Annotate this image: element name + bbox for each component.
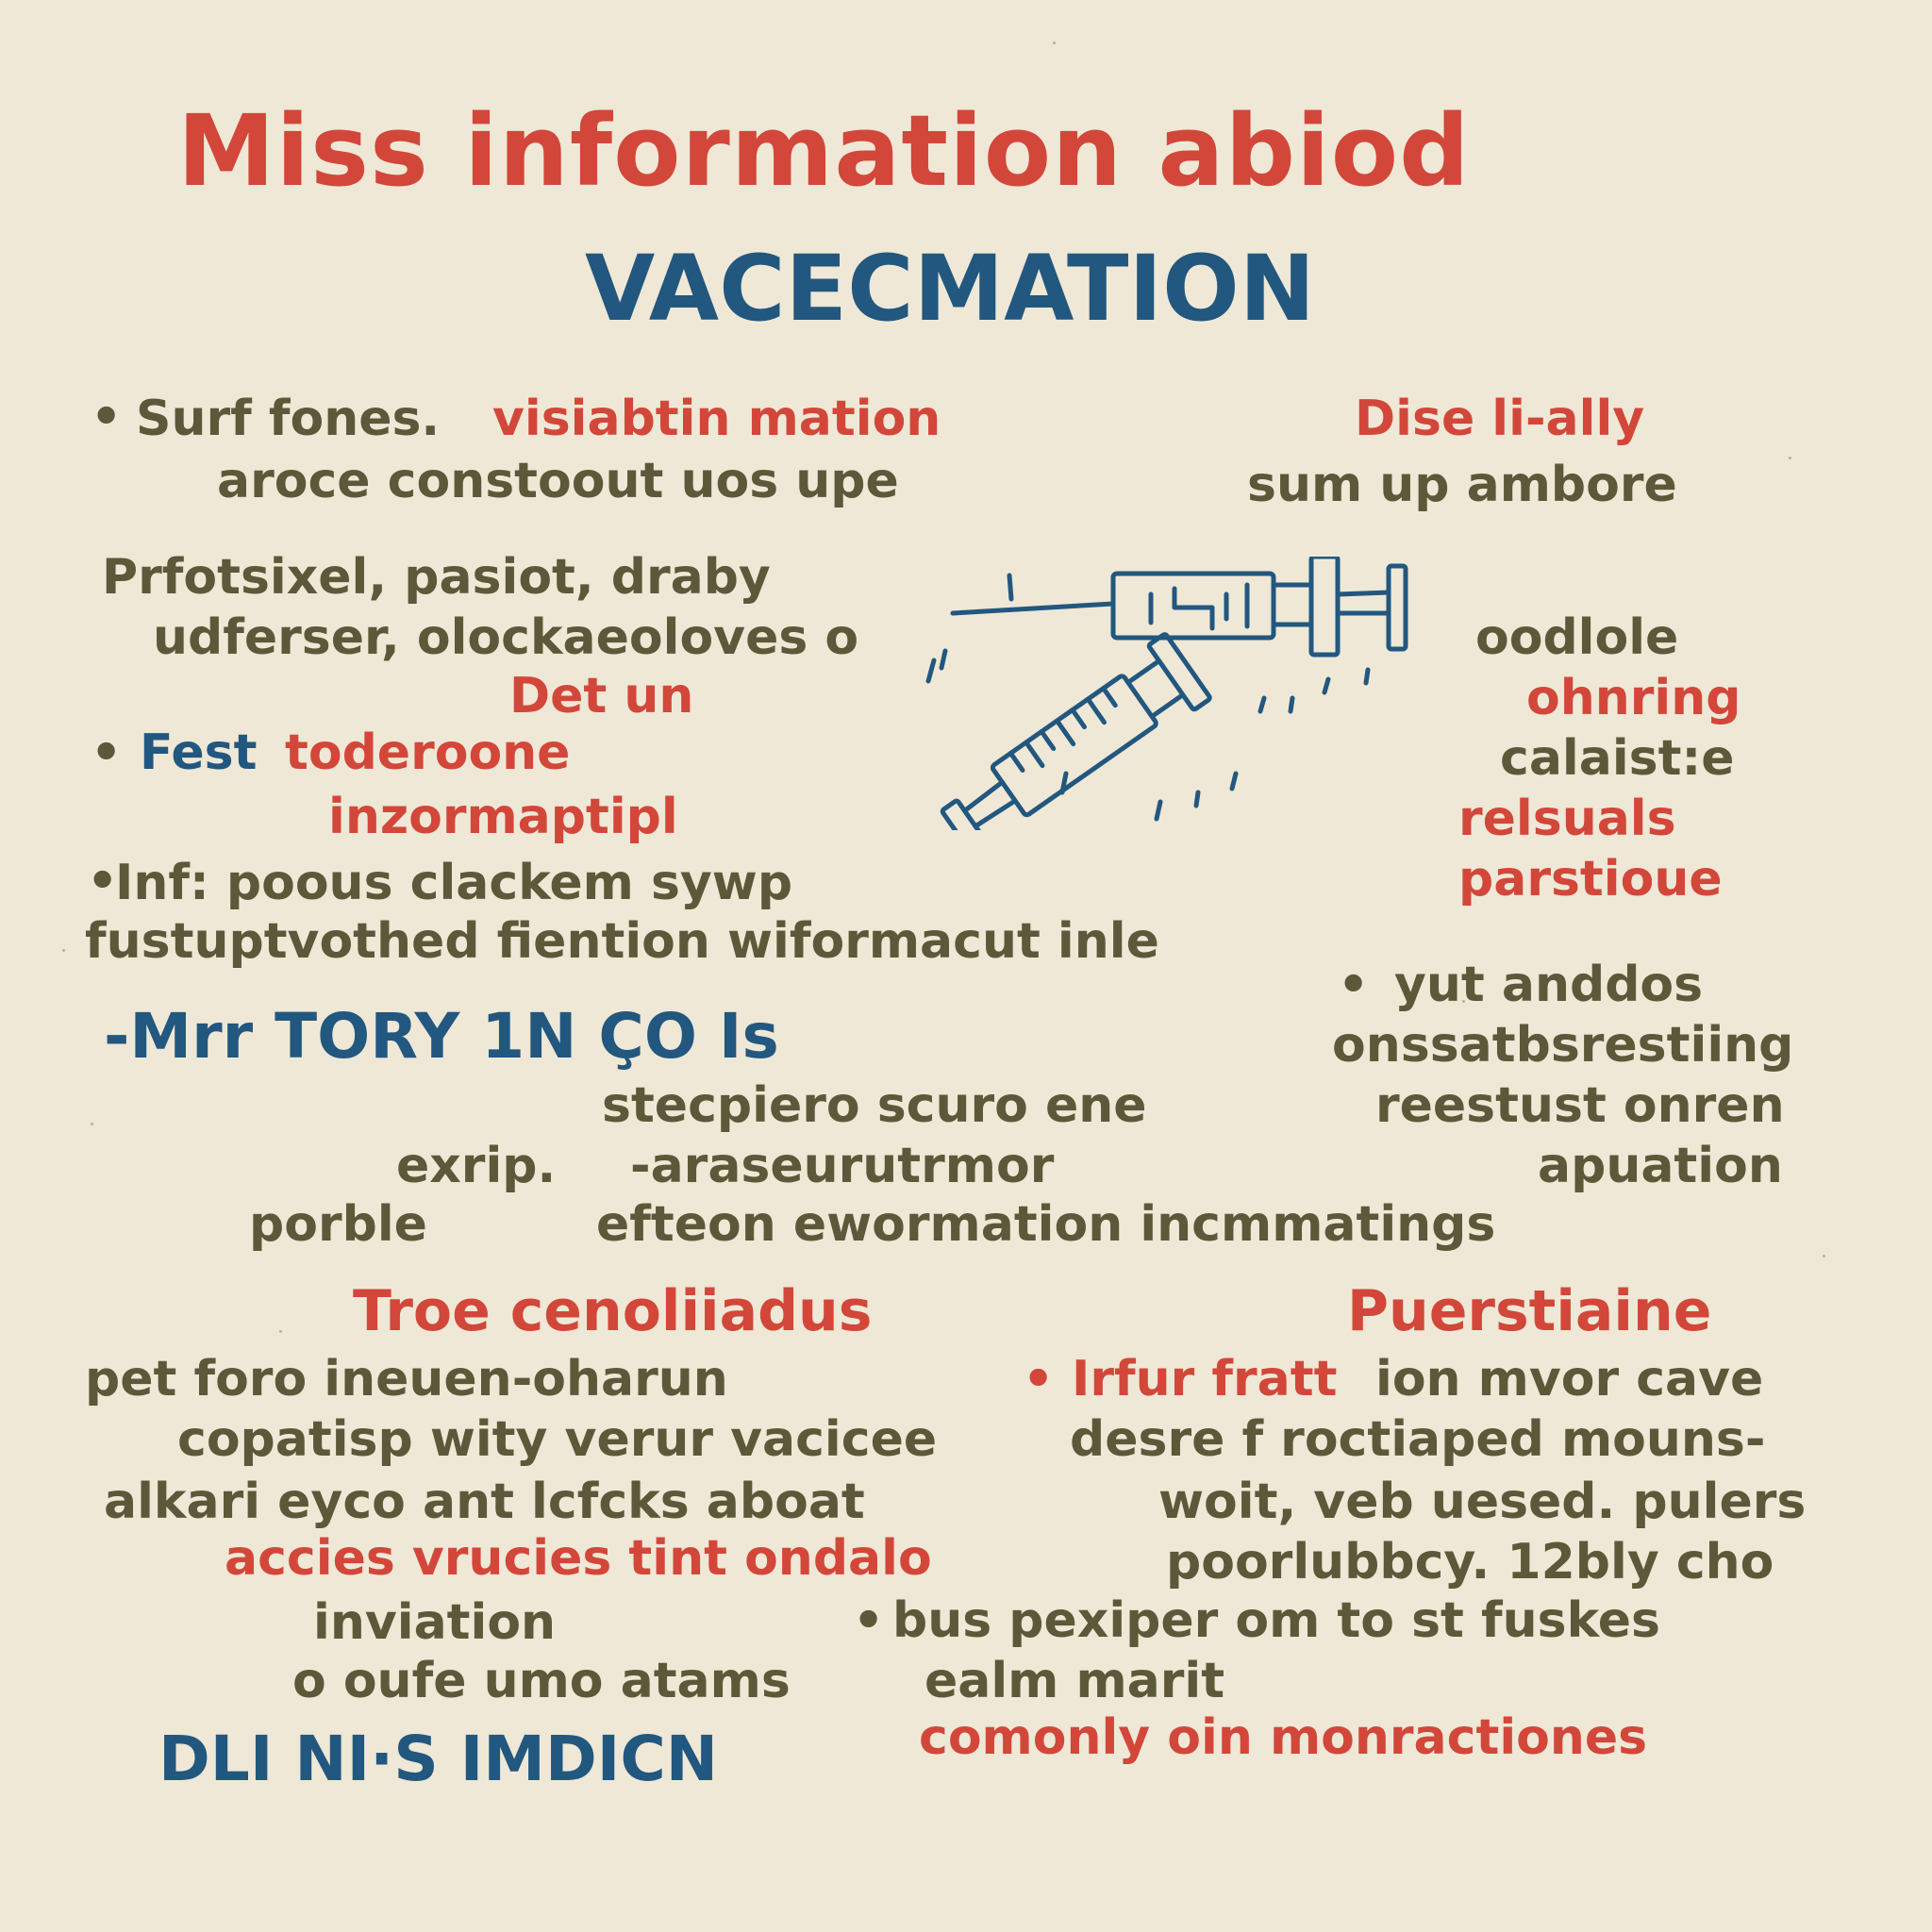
left-b3-line2: fustuptvothed fiention wiformacut inle [85, 913, 1159, 970]
right-w1: oodlole [1475, 609, 1679, 666]
poster-title: Miss information abiod [177, 93, 1471, 208]
lower-right-l2: desre f roctiaped mouns- [1070, 1411, 1766, 1468]
lower-right-b1-red: Irfur fratt [1072, 1351, 1338, 1407]
lower-right-b2: bus pexiper om to st fuskes [892, 1592, 1660, 1649]
middle-m3a: porble [249, 1196, 427, 1253]
lower-left-l5: inviation [313, 1594, 557, 1651]
lower-left-head: Troe cenoliiadus [353, 1278, 873, 1344]
lower-left-l2: copatisp wity verur vacicee [177, 1411, 938, 1468]
left-b2-line2: inzormaptipl [328, 789, 678, 845]
lower-right-l6: ealm marit [924, 1653, 1225, 1709]
right-b1-line2: onssatbsrestiing [1332, 1017, 1794, 1074]
lower-left-l4: accies vrucies tint ondalo [225, 1530, 932, 1587]
lower-left-l3: alkari eyco ant lcfcks aboat [104, 1474, 865, 1530]
lower-left-l6: o oufe umo atams [292, 1653, 791, 1709]
bullet-dot: • [853, 1592, 885, 1649]
left-b1-line2: aroce constoout uos upe [217, 453, 899, 509]
paper-speck [1053, 42, 1056, 44]
left-heading-blue: -Mrr TORY 1N ÇO Is [104, 1000, 779, 1073]
lower-right-l4: poorlubbcy. 12bly cho [1166, 1534, 1774, 1591]
bullet-dot: • [91, 724, 123, 781]
left-b1-olive: Surf fones. [136, 391, 441, 447]
middle-m1: stecpiero scuro ene [602, 1077, 1147, 1134]
lower-right-b1-olive: ion mvor cave [1375, 1351, 1764, 1407]
paper-speck [279, 1330, 282, 1333]
paper-speck [1789, 457, 1791, 459]
left-heading-text: Mrr TORY 1N ÇO Is [129, 1000, 779, 1073]
right-b1: yut anddos [1394, 957, 1704, 1013]
paper-speck [91, 1123, 93, 1125]
right-b1-line3: reestust onren [1375, 1077, 1785, 1134]
left-p2: udferser, olockaeoloves o [153, 609, 859, 666]
bullet-dot: • [91, 389, 123, 445]
left-p3: Det un [509, 668, 694, 724]
right-head-red: Dise li-ally [1355, 391, 1645, 447]
middle-m2b: -araseurutrmor [630, 1138, 1055, 1194]
bullet-dot: • [1023, 1351, 1055, 1407]
left-b3: Inf: poous clackem sywp [115, 855, 793, 911]
syringe-icon [925, 557, 1408, 830]
paper-speck [1823, 1255, 1825, 1257]
right-b1-line4: apuation [1538, 1138, 1783, 1194]
paper-speck [62, 949, 65, 952]
left-b1-red: visiabtin mation [492, 391, 941, 447]
right-w2: ohnring [1526, 670, 1741, 726]
left-b2-blue: Fest [140, 724, 258, 781]
lower-right-l3: woit, veb uesed. pulers [1158, 1474, 1807, 1530]
poster-subtitle: VACECMATION [585, 236, 1316, 341]
left-b2-red: toderoone [285, 724, 571, 781]
right-w3: calaist:e [1500, 730, 1735, 787]
middle-m2a: exrip. [396, 1138, 557, 1194]
lower-left-l7: DLI NI·S IMDICN [158, 1723, 719, 1795]
lower-right-head: Puerstiaine [1347, 1278, 1712, 1344]
right-w4: relsuals [1458, 791, 1676, 847]
bullet-dot: • [87, 853, 119, 909]
lower-right-l7: comonly oin monractiones [919, 1709, 1648, 1766]
right-line1: sum up ambore [1247, 457, 1677, 513]
bullet-dot: • [1338, 957, 1370, 1013]
paper-speck [1462, 1000, 1465, 1003]
left-p1: Prfotsixel, pasiot, draby [102, 549, 771, 606]
right-w5: parstioue [1458, 851, 1723, 908]
lower-left-l1: pet foro ineuen-oharun [85, 1351, 728, 1407]
middle-m3b: efteon ewormation incmmatings [596, 1196, 1496, 1253]
